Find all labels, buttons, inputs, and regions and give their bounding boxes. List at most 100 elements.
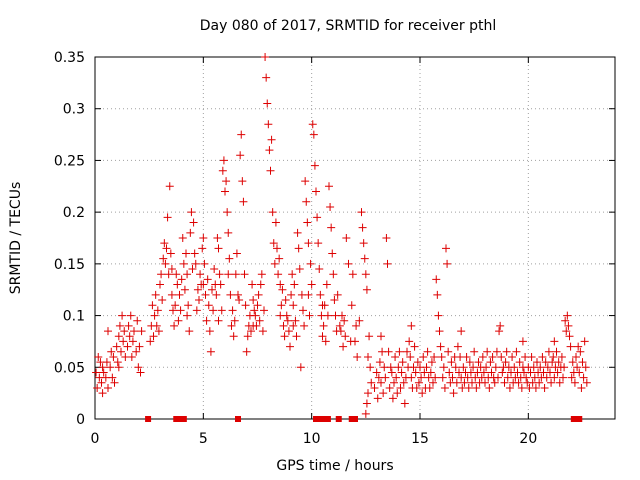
- data-point: [406, 352, 415, 361]
- data-point: [316, 290, 325, 299]
- data-point: [330, 296, 339, 305]
- data-point: [206, 347, 215, 356]
- data-point: [192, 306, 201, 315]
- data-point: [179, 259, 188, 268]
- data-point: [107, 347, 116, 356]
- data-point: [488, 352, 497, 361]
- data-point: [445, 368, 454, 377]
- data-point: [452, 378, 461, 387]
- data-point: [468, 378, 476, 387]
- data-point: [362, 399, 371, 408]
- data-point: [559, 373, 567, 382]
- data-point: [113, 358, 122, 367]
- data-point: [104, 383, 112, 392]
- data-point: [427, 358, 436, 367]
- data-point: [277, 301, 286, 310]
- data-point: [114, 363, 123, 372]
- data-point: [104, 327, 112, 336]
- data-point: [268, 208, 277, 217]
- data-point: [321, 337, 330, 346]
- data-point: [238, 177, 247, 186]
- data-point: [550, 373, 559, 382]
- data-point: [110, 378, 119, 387]
- data-point: [547, 378, 556, 387]
- data-point: [228, 306, 237, 315]
- data-point: [234, 290, 242, 299]
- data-point: [442, 244, 450, 253]
- data-point: [152, 321, 161, 330]
- data-point: [279, 321, 288, 330]
- data-point: [308, 120, 317, 129]
- data-point: [413, 358, 422, 367]
- data-point: [434, 311, 443, 320]
- gap-marker: [324, 416, 331, 422]
- data-point: [361, 409, 370, 418]
- data-point: [303, 218, 312, 227]
- data-point: [165, 182, 174, 191]
- data-point: [175, 290, 184, 299]
- data-point: [163, 213, 172, 222]
- data-point: [495, 327, 504, 336]
- y-tick-label: 0.1: [63, 309, 85, 325]
- data-point: [482, 363, 491, 372]
- data-point: [561, 316, 570, 325]
- data-point: [510, 363, 519, 372]
- data-point: [115, 321, 124, 330]
- data-point: [485, 383, 494, 392]
- data-point: [328, 249, 337, 258]
- data-point: [460, 378, 469, 387]
- y-tick-label: 0.25: [54, 153, 85, 169]
- data-point: [117, 347, 125, 356]
- data-point: [577, 383, 586, 392]
- data-point: [253, 301, 262, 310]
- data-point: [114, 332, 123, 341]
- data-point: [574, 342, 583, 351]
- data-point: [573, 363, 582, 372]
- data-point: [201, 290, 210, 299]
- data-point: [459, 363, 468, 372]
- data-point: [212, 290, 221, 299]
- data-point: [92, 368, 101, 377]
- data-point: [395, 347, 404, 356]
- data-point: [533, 358, 541, 367]
- data-point: [405, 337, 414, 346]
- data-point: [135, 342, 144, 351]
- data-point: [170, 321, 179, 330]
- data-point: [124, 321, 133, 330]
- x-tick-label: 5: [199, 431, 208, 447]
- data-point: [284, 327, 293, 336]
- data-point: [399, 378, 408, 387]
- data-point: [102, 358, 111, 367]
- data-point: [196, 270, 205, 279]
- gap-marker: [576, 416, 583, 422]
- data-point: [248, 280, 257, 289]
- y-tick-label: 0.2: [63, 205, 85, 221]
- data-point: [128, 337, 137, 346]
- data-point: [447, 358, 456, 367]
- axis-tick-labels: 0 5 10 15 20 0 0.05 0.1 0.15 0.2 0.25 0.3 0.35: [54, 50, 537, 447]
- data-point: [339, 342, 348, 351]
- data-point: [148, 301, 157, 310]
- data-point: [372, 368, 381, 377]
- data-point: [264, 120, 273, 129]
- data-point: [158, 296, 167, 305]
- data-point: [287, 290, 296, 299]
- data-point: [203, 275, 212, 284]
- chart-title: Day 080 of 2017, SRMTID for receiver pth…: [200, 18, 497, 34]
- data-point: [566, 342, 575, 351]
- data-point: [309, 130, 318, 139]
- gap-marker: [180, 416, 187, 422]
- data-point: [224, 270, 233, 279]
- data-point: [348, 270, 357, 279]
- data-point: [186, 228, 195, 237]
- data-point: [307, 280, 316, 289]
- data-point: [185, 327, 194, 336]
- data-point: [494, 373, 502, 382]
- data-point: [338, 311, 346, 320]
- y-tick-label: 0.15: [54, 257, 85, 273]
- gap-marker: [321, 416, 328, 422]
- data-point: [429, 378, 437, 387]
- data-point: [262, 73, 271, 82]
- gap-marker: [145, 416, 152, 422]
